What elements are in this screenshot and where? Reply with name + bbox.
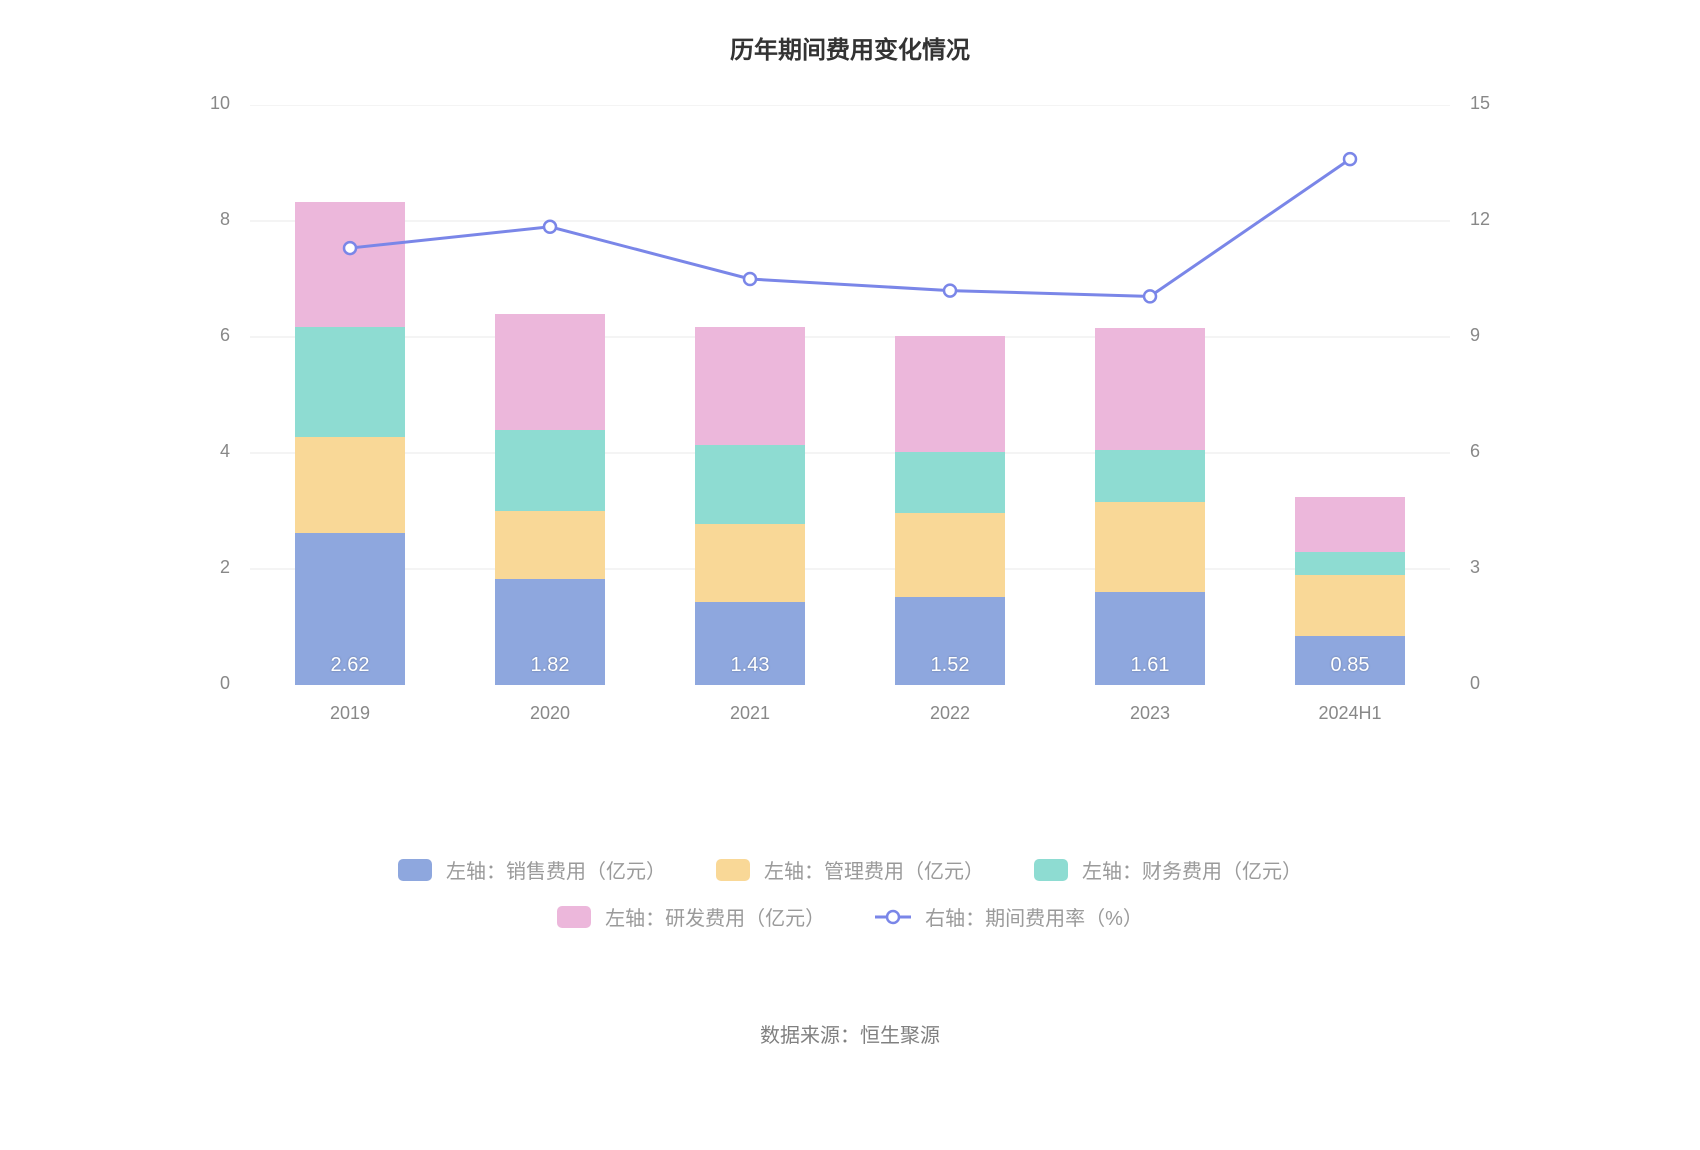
- right-axis-tick-label: 0: [1470, 673, 1550, 694]
- right-axis-tick-label: 3: [1470, 557, 1550, 578]
- left-axis-tick-label: 2: [150, 557, 230, 578]
- data-source-label: 数据来源：恒生聚源: [0, 1019, 1700, 1048]
- legend: 左轴：销售费用（亿元） 左轴：管理费用（亿元） 左轴：财务费用（亿元） 左轴：研发费用…: [300, 855, 1400, 949]
- bar-group[interactable]: 1.43: [695, 105, 805, 685]
- legend-item-finance[interactable]: 左轴：财务费用（亿元）: [1034, 855, 1302, 884]
- legend-item-rnd[interactable]: 左轴：研发费用（亿元）: [557, 902, 825, 931]
- legend-label: 右轴：期间费用率（%）: [925, 902, 1143, 931]
- bar-value-label: 1.61: [1095, 654, 1205, 677]
- left-axis-tick-label: 8: [150, 209, 230, 230]
- legend-label: 左轴：销售费用（亿元）: [446, 855, 666, 884]
- plot-area: 2.62 1.82 1.43 1.52 1.61 0.85: [250, 105, 1450, 685]
- bar-value-label: 0.85: [1295, 654, 1405, 677]
- page-container: 历年期间费用变化情况 2.62 1.82 1.43 1.52 1.61 0.85 0 2 4 6…: [0, 0, 1700, 1150]
- bar-segment-finance[interactable]: [1295, 552, 1405, 575]
- bar-segment-rnd[interactable]: [895, 336, 1005, 452]
- right-axis-tick-label: 12: [1470, 209, 1550, 230]
- bar-segment-admin[interactable]: [1295, 575, 1405, 636]
- legend-swatch: [716, 859, 750, 881]
- left-axis-tick-label: 4: [150, 441, 230, 462]
- bar-segment-rnd[interactable]: [1295, 497, 1405, 552]
- bar-segment-admin[interactable]: [1095, 502, 1205, 592]
- bar-segment-finance[interactable]: [695, 445, 805, 523]
- bar-segment-admin[interactable]: [495, 511, 605, 579]
- legend-item-admin[interactable]: 左轴：管理费用（亿元）: [716, 855, 984, 884]
- bar-value-label: 1.82: [495, 654, 605, 677]
- bar-segment-sales[interactable]: 1.52: [895, 597, 1005, 685]
- bar-segment-admin[interactable]: [895, 513, 1005, 597]
- bar-segment-rnd[interactable]: [1095, 328, 1205, 450]
- x-axis-tick-label: 2024H1: [1318, 703, 1381, 724]
- left-axis-tick-label: 6: [150, 325, 230, 346]
- bar-segment-admin[interactable]: [695, 524, 805, 602]
- legend-swatch: [1034, 859, 1068, 881]
- bar-segment-sales[interactable]: 1.82: [495, 579, 605, 685]
- x-axis-tick-label: 2022: [930, 703, 970, 724]
- legend-swatch: [557, 906, 591, 928]
- bar-segment-finance[interactable]: [495, 430, 605, 511]
- bar-group[interactable]: 2.62: [295, 105, 405, 685]
- chart-title: 历年期间费用变化情况: [0, 30, 1700, 65]
- bar-segment-finance[interactable]: [1095, 450, 1205, 502]
- left-axis-tick-label: 10: [150, 93, 230, 114]
- bar-segment-sales[interactable]: 1.61: [1095, 592, 1205, 685]
- legend-label: 左轴：财务费用（亿元）: [1082, 855, 1302, 884]
- legend-line-swatch: [875, 908, 911, 926]
- bar-segment-finance[interactable]: [895, 452, 1005, 513]
- x-axis-tick-label: 2021: [730, 703, 770, 724]
- legend-item-rate[interactable]: 右轴：期间费用率（%）: [875, 902, 1143, 931]
- grid-layer: [250, 105, 1450, 685]
- bar-segment-admin[interactable]: [295, 437, 405, 533]
- bar-segment-rnd[interactable]: [295, 202, 405, 327]
- bar-segment-sales[interactable]: 1.43: [695, 602, 805, 685]
- right-axis-tick-label: 15: [1470, 93, 1550, 114]
- bar-group[interactable]: 1.61: [1095, 105, 1205, 685]
- x-axis-tick-label: 2020: [530, 703, 570, 724]
- right-axis-tick-label: 6: [1470, 441, 1550, 462]
- legend-label: 左轴：管理费用（亿元）: [764, 855, 984, 884]
- legend-swatch: [398, 859, 432, 881]
- bar-segment-sales[interactable]: 0.85: [1295, 636, 1405, 685]
- bar-value-label: 1.43: [695, 654, 805, 677]
- x-axis-tick-label: 2023: [1130, 703, 1170, 724]
- right-axis-tick-label: 9: [1470, 325, 1550, 346]
- bar-segment-finance[interactable]: [295, 327, 405, 437]
- bar-group[interactable]: 1.52: [895, 105, 1005, 685]
- bar-group[interactable]: 0.85: [1295, 105, 1405, 685]
- x-axis-tick-label: 2019: [330, 703, 370, 724]
- bar-segment-rnd[interactable]: [495, 314, 605, 430]
- bar-value-label: 2.62: [295, 654, 405, 677]
- bar-group[interactable]: 1.82: [495, 105, 605, 685]
- left-axis-tick-label: 0: [150, 673, 230, 694]
- chart-area: 2.621.821.431.521.610.85 0246810 0369121…: [150, 105, 1550, 745]
- bar-value-label: 1.52: [895, 654, 1005, 677]
- bar-segment-sales[interactable]: 2.62: [295, 533, 405, 685]
- legend-label: 左轴：研发费用（亿元）: [605, 902, 825, 931]
- legend-item-sales[interactable]: 左轴：销售费用（亿元）: [398, 855, 666, 884]
- line-layer: [250, 105, 1450, 685]
- bar-segment-rnd[interactable]: [695, 327, 805, 446]
